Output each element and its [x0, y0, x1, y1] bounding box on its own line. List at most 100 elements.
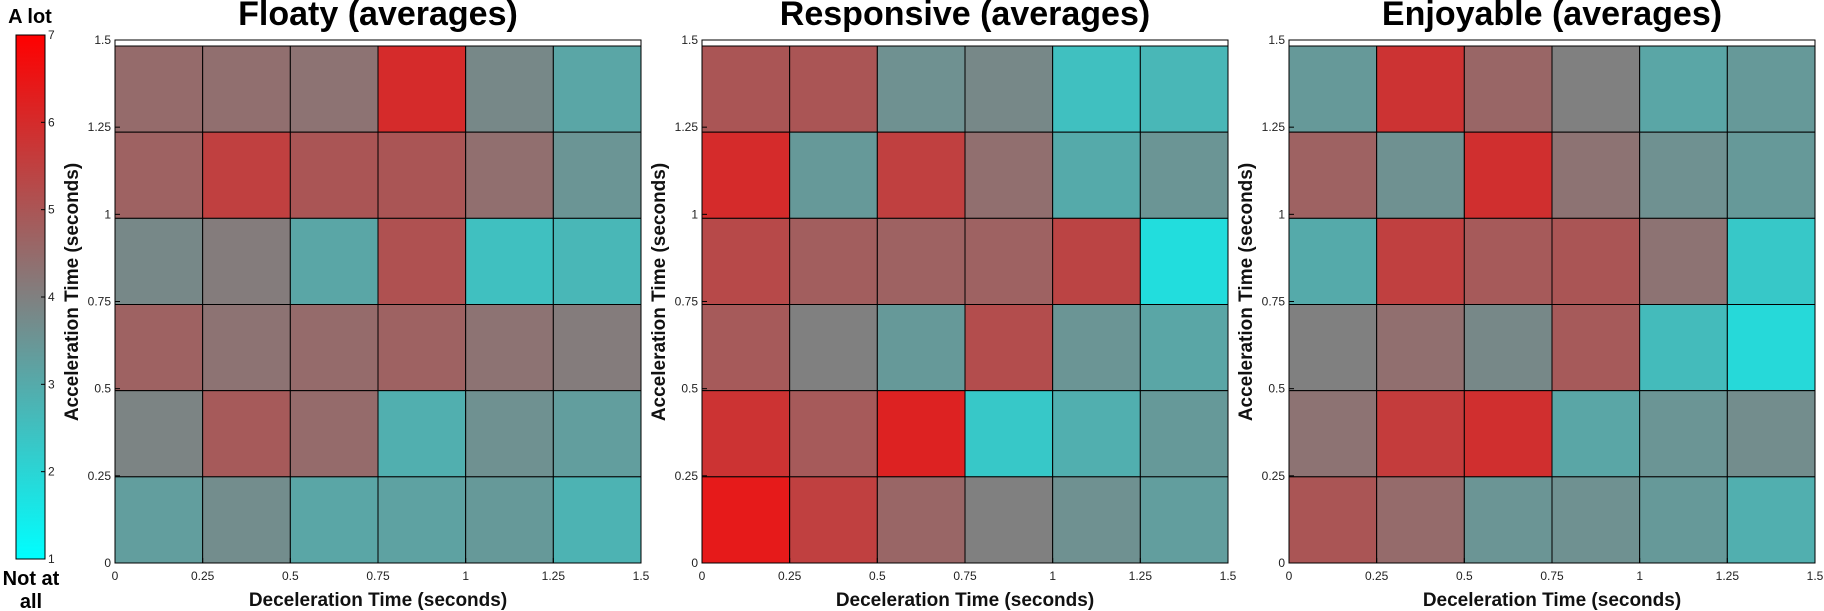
y-axis-label: Acceleration Time (seconds) — [1236, 163, 1257, 421]
heatmap-cell — [1376, 217, 1465, 305]
heatmap-cell — [289, 131, 379, 219]
heatmap-cell — [1639, 390, 1728, 478]
heatmap-cell — [1726, 476, 1816, 564]
heatmap-cell — [377, 304, 467, 392]
heatmap-cell — [964, 390, 1054, 478]
colorbar-top-label: A lot — [8, 6, 52, 28]
heatmap-cell — [552, 217, 642, 305]
x-tick-label: 0.25 — [191, 569, 215, 583]
x-tick-label: 0.5 — [1456, 569, 1473, 583]
colorbar-tick-label: 2 — [48, 465, 55, 479]
heatmap-cell — [202, 304, 291, 392]
heatmap-cell — [202, 390, 291, 478]
x-tick-label: 0 — [112, 569, 119, 583]
axis-ticks: 0 0.25 0.5 0.75 1 1.25 1.5 0 0.25 0.5 0.75 1 1.25 1.5 — [1262, 33, 1824, 583]
heatmap-cell — [1463, 304, 1553, 392]
heatmap-cell — [1288, 217, 1378, 305]
x-tick-label: 1 — [1049, 569, 1056, 583]
heatmap-cell — [1376, 390, 1465, 478]
heatmap-cell — [114, 217, 204, 305]
colorbar-tick-label: 1 — [48, 552, 55, 566]
x-tick-label: 1.25 — [1716, 569, 1740, 583]
heatmap-cell — [377, 217, 467, 305]
heatmap-cell — [1376, 304, 1465, 392]
heatmap-cell — [964, 45, 1054, 133]
colorbar-tick-label: 6 — [48, 115, 55, 129]
heatmap-cell — [964, 476, 1054, 564]
y-tick-label: 0.25 — [675, 469, 699, 483]
x-axis-label: Deceleration Time (seconds) — [1423, 590, 1681, 611]
heatmap-cell — [1052, 304, 1141, 392]
y-tick-label: 1.25 — [1262, 120, 1286, 134]
heatmap-cell — [1376, 131, 1465, 219]
heatmap-cell — [552, 476, 642, 564]
y-tick-label: 0.5 — [681, 382, 698, 396]
heatmap-cell — [1551, 304, 1641, 392]
heatmap-cell — [377, 476, 467, 564]
x-tick-label: 1 — [462, 569, 469, 583]
heatmap-cell — [114, 131, 204, 219]
heatmap-cell — [1288, 390, 1378, 478]
heatmap-cell — [1463, 45, 1553, 133]
y-axis-label: Acceleration Time (seconds) — [649, 163, 670, 421]
heatmap-cell — [1726, 131, 1816, 219]
heatmap-cell — [289, 45, 379, 133]
y-tick-label: 0.75 — [1262, 295, 1286, 309]
heatmap-cell — [789, 390, 878, 478]
heatmap-cell — [1052, 217, 1141, 305]
panel-title: Responsive (averages) — [780, 0, 1150, 33]
heatmap-panel-floaty: Floaty (averages) 0 0.25 0.5 0.75 1 1.25 1.500… — [62, 0, 650, 611]
heatmap-cell — [789, 45, 878, 133]
heatmap-cell — [1052, 131, 1141, 219]
heatmap-cell — [465, 476, 554, 564]
y-tick-label: 0.5 — [1268, 382, 1285, 396]
x-tick-label: 0 — [699, 569, 706, 583]
y-tick-label: 0.25 — [88, 469, 112, 483]
heatmap-cell — [876, 476, 966, 564]
heatmap-cell — [114, 476, 204, 564]
heatmap-cell — [1639, 131, 1728, 219]
heatmap-panel-responsive: Responsive (averages) 0 0.25 0.5 0.75 1 1.25 1… — [649, 0, 1237, 611]
heatmap-cell — [1139, 390, 1229, 478]
heatmap-cell — [552, 45, 642, 133]
x-tick-label: 0.75 — [953, 569, 977, 583]
heatmap-cell — [1288, 131, 1378, 219]
heatmap-cell — [289, 390, 379, 478]
heatmap-cell — [964, 217, 1054, 305]
heatmap-cell — [1288, 476, 1378, 564]
x-tick-label: 1.25 — [1129, 569, 1153, 583]
heatmap-cell — [789, 131, 878, 219]
colorbar-tick-label: 3 — [48, 377, 55, 391]
y-tick-label: 0 — [691, 556, 698, 570]
x-tick-label: 1.25 — [542, 569, 566, 583]
heatmap-cell — [202, 217, 291, 305]
heatmap-cell — [701, 390, 791, 478]
y-tick-label: 0.25 — [1262, 469, 1286, 483]
heatmap-cell — [465, 304, 554, 392]
heatmap-cell — [202, 476, 291, 564]
heatmap-cell — [377, 45, 467, 133]
heatmap-cell — [465, 45, 554, 133]
x-tick-label: 1 — [1636, 569, 1643, 583]
y-tick-label: 1.25 — [675, 120, 699, 134]
heatmap-cell — [1052, 45, 1141, 133]
heatmap-cell — [876, 131, 966, 219]
heatmap-cell — [1139, 476, 1229, 564]
heatmap-cell — [701, 45, 791, 133]
heatmap-cell — [1726, 217, 1816, 305]
x-tick-label: 0.75 — [366, 569, 390, 583]
heatmap-cell — [1376, 45, 1465, 133]
heatmap-cell — [964, 304, 1054, 392]
x-tick-label: 0.75 — [1540, 569, 1564, 583]
heatmap-cell — [1551, 131, 1641, 219]
heatmap-cell — [876, 304, 966, 392]
x-tick-label: 0.5 — [869, 569, 886, 583]
heatmap-cell — [1551, 476, 1641, 564]
heatmap-cell — [876, 45, 966, 133]
colorbar: A lot 1 2 3 4 5 6 7 Not at all — [3, 6, 60, 611]
y-tick-label: 0.5 — [94, 382, 111, 396]
x-axis-label: Deceleration Time (seconds) — [249, 590, 507, 611]
heatmap-cell — [1726, 390, 1816, 478]
x-tick-label: 1.5 — [1220, 569, 1237, 583]
